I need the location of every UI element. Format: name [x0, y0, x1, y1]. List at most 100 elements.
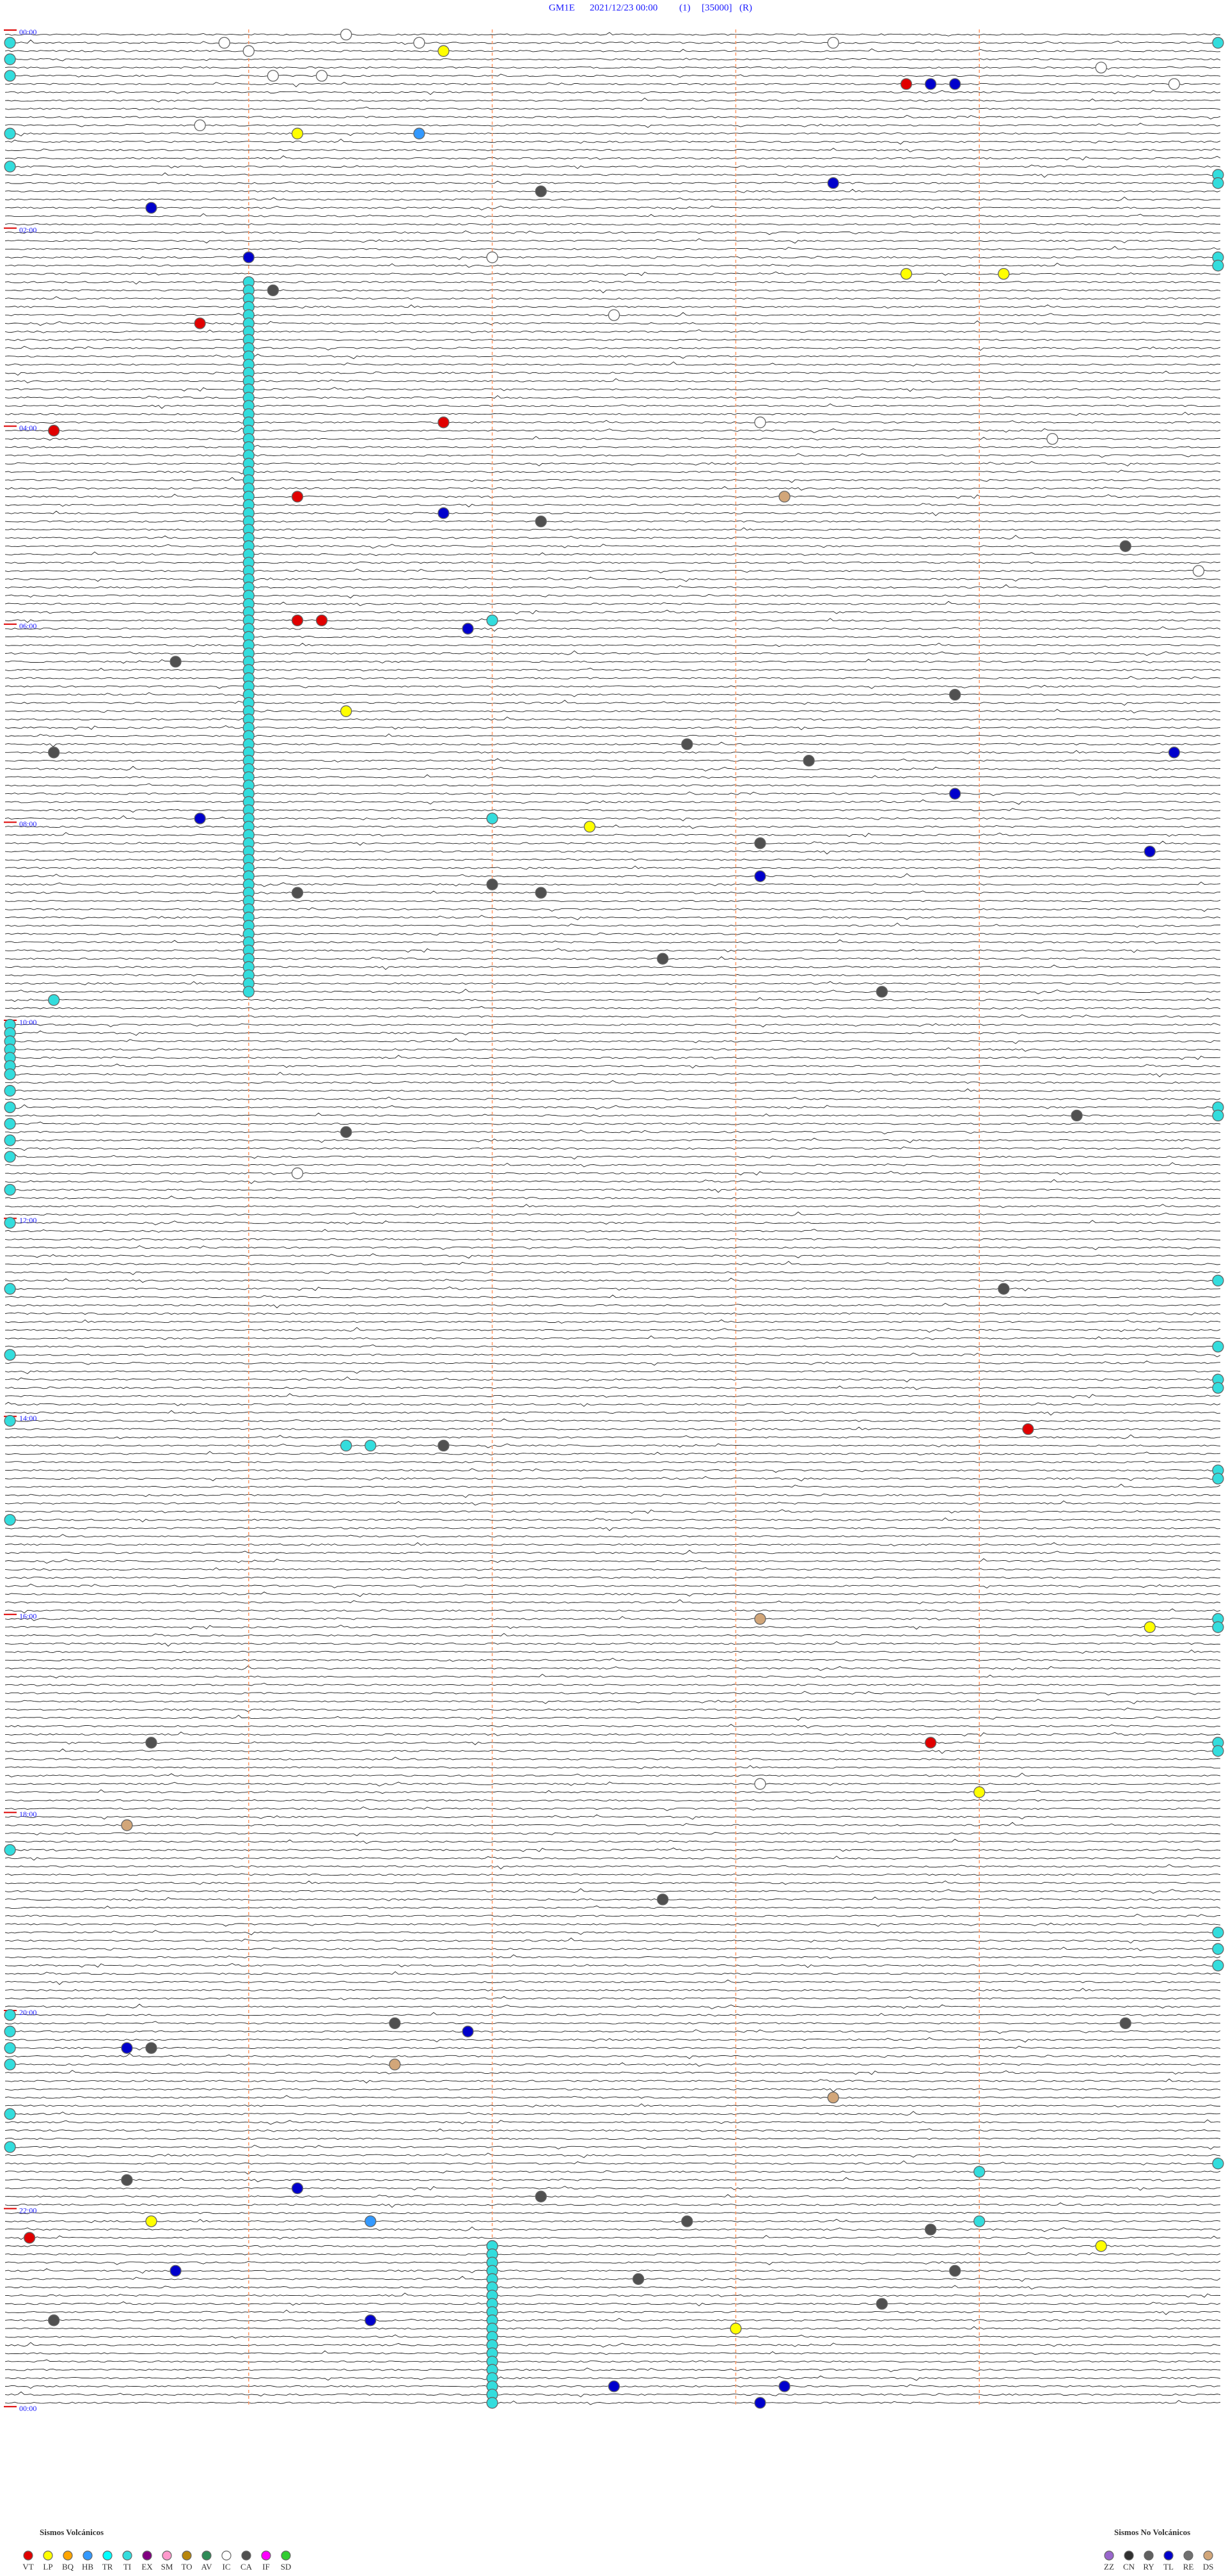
trace	[4, 1261, 1221, 1266]
event-marker	[4, 2009, 16, 2021]
trace	[5, 58, 1221, 61]
trace	[4, 1277, 1221, 1283]
trace	[4, 899, 1221, 903]
trace	[4, 2078, 1221, 2083]
trace	[4, 1238, 1221, 1241]
trace	[4, 196, 1221, 201]
trace	[4, 1055, 1221, 1060]
trace	[5, 2301, 1221, 2307]
hour-label: 20:00	[19, 2008, 36, 2017]
trace	[4, 725, 1221, 731]
event-marker	[608, 2380, 620, 2392]
trace	[4, 2226, 1221, 2232]
hour-label: 22:00	[19, 2206, 36, 2215]
legend-swatch	[1183, 2550, 1193, 2561]
trace	[4, 138, 1221, 145]
trace	[4, 256, 1221, 260]
legend-swatch	[1163, 2550, 1174, 2561]
event-marker	[1119, 2017, 1131, 2030]
event-marker	[145, 2042, 157, 2054]
trace	[4, 1592, 1221, 1597]
trace	[4, 824, 1221, 829]
trace	[4, 2137, 1221, 2140]
event-marker	[340, 28, 352, 41]
trace	[4, 1327, 1221, 1333]
event-marker	[242, 986, 255, 998]
event-marker	[291, 491, 304, 503]
legend-title: Sismos Volcánicos	[40, 2527, 104, 2537]
event-marker	[924, 1737, 937, 1749]
trace	[4, 2367, 1221, 2373]
trace	[4, 2261, 1221, 2265]
event-marker	[778, 2380, 791, 2392]
event-marker	[4, 1415, 16, 1427]
trace	[4, 1063, 1221, 1069]
event-marker	[535, 2190, 547, 2202]
trace	[4, 453, 1221, 458]
trace	[4, 2318, 1221, 2322]
trace	[4, 2186, 1221, 2191]
event-marker	[413, 36, 425, 49]
trace	[4, 1451, 1221, 1456]
event-marker	[389, 2017, 401, 2030]
trace	[4, 667, 1221, 672]
trace	[4, 1896, 1221, 1902]
trace	[5, 1130, 1221, 1135]
trace	[4, 1731, 1221, 1737]
legend-label: TL	[1163, 2562, 1174, 2572]
trace	[4, 1302, 1221, 1309]
event-marker	[876, 986, 888, 998]
hour-label: 14:00	[19, 1414, 36, 1423]
trace	[4, 82, 1221, 88]
event-marker	[4, 1085, 16, 1097]
event-marker	[4, 1217, 16, 1229]
trace	[4, 378, 1221, 384]
trace	[4, 2252, 1221, 2256]
trace	[4, 2012, 1221, 2017]
trace	[4, 2243, 1221, 2248]
trace	[4, 1038, 1221, 1045]
trace	[4, 783, 1221, 787]
trace	[4, 395, 1221, 399]
legend-swatch	[63, 2550, 73, 2561]
event-marker	[1212, 1745, 1224, 1757]
trace	[4, 1196, 1220, 1199]
trace	[4, 1426, 1221, 1431]
trace	[5, 2111, 1221, 2116]
hour-label: 12:00	[19, 1215, 36, 1224]
trace	[4, 890, 1221, 894]
hour-label: 18:00	[19, 1810, 36, 1819]
trace	[4, 1608, 1221, 1614]
event-marker	[462, 622, 474, 635]
event-marker	[4, 1348, 16, 1361]
trace	[4, 2202, 1221, 2208]
legend-swatch	[23, 2550, 33, 2561]
trace	[4, 1418, 1221, 1422]
trace	[4, 1360, 1221, 1366]
trace	[4, 1286, 1221, 1292]
trace	[4, 2211, 1220, 2215]
trace	[4, 1534, 1221, 1538]
trace	[4, 1023, 1221, 1027]
event-marker	[267, 284, 279, 297]
event-marker	[754, 870, 766, 882]
trace	[4, 1229, 1220, 1233]
event-marker	[608, 309, 620, 321]
trace	[4, 956, 1221, 960]
trace	[4, 1047, 1221, 1052]
trace	[4, 503, 1221, 508]
legend-swatch	[221, 2550, 232, 2561]
trace	[4, 32, 1221, 36]
trace	[4, 1757, 1221, 1760]
event-marker	[48, 994, 60, 1006]
trace	[5, 1657, 1221, 1662]
trace	[4, 1104, 1221, 1110]
event-marker	[340, 1439, 352, 1452]
trace	[4, 2046, 1221, 2051]
trace	[4, 461, 1221, 467]
trace	[4, 1576, 1221, 1579]
trace	[4, 427, 1221, 434]
trace	[4, 1386, 1221, 1390]
trace	[4, 1938, 1221, 1944]
trace	[4, 922, 1220, 928]
